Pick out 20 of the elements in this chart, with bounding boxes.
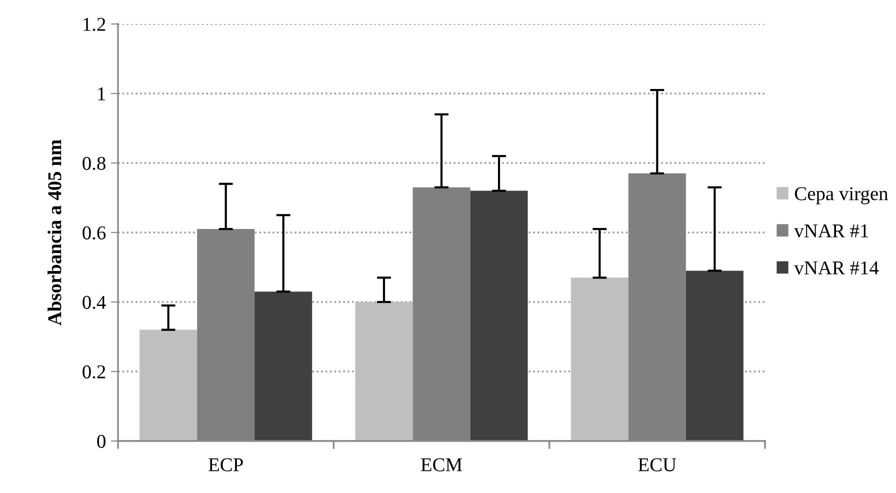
bar — [254, 292, 312, 441]
y-tick-label: 1.2 — [84, 18, 106, 32]
y-tick-label: 1 — [98, 87, 106, 100]
x-tick-label: ECP — [208, 458, 243, 472]
bar — [570, 278, 628, 441]
bar — [140, 330, 198, 441]
bar — [355, 302, 413, 441]
legend-label: vNAR #1 — [794, 224, 868, 238]
bar — [686, 270, 744, 441]
legend-label: Cepa virgen — [794, 187, 888, 204]
y-tick-label: 0.2 — [82, 365, 106, 379]
x-tick-label: ECU — [638, 458, 676, 472]
y-tick-label: 0.8 — [82, 156, 106, 170]
y-tick-label: 0.6 — [82, 226, 106, 240]
y-tick-label: 0 — [97, 434, 106, 448]
bar — [470, 190, 528, 441]
x-tick-label: ECM — [420, 458, 462, 472]
y-axis-title: Absorbancia a 405 nm — [48, 140, 62, 326]
legend-label: vNAR #14 — [794, 261, 879, 274]
y-tick-label: 0.4 — [82, 296, 106, 310]
